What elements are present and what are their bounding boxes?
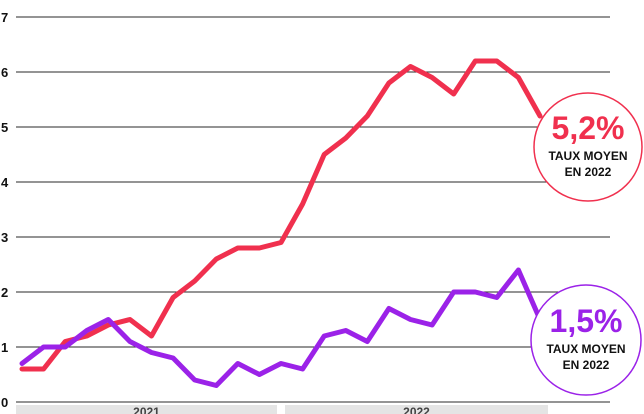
callout-circle-1 (533, 92, 643, 202)
callout-value-2: 1,5% (550, 303, 623, 339)
y-axis-ticks: 0 1 2 3 4 5 6 7 (1, 10, 9, 410)
callout-value-1: 5,2% (552, 110, 625, 146)
y-tick-label-1: 1 (1, 340, 8, 355)
series-lines (19, 58, 543, 388)
year-band-2022 (285, 405, 548, 414)
callout-label-line2-1: EN 2022 (565, 165, 612, 179)
y-tick-label-7: 7 (1, 10, 8, 25)
y-tick-label-4: 4 (1, 175, 9, 190)
callout-label-line1-1: TAUX MOYEN (548, 149, 627, 163)
series-line-1 (19, 58, 543, 372)
year-label-2022: 2022 (403, 405, 430, 414)
y-tick-label-3: 3 (1, 230, 8, 245)
series-line-2 (19, 267, 543, 388)
callout-2: 1,5% TAUX MOYEN EN 2022 (530, 284, 642, 396)
callout-label-line1-2: TAUX MOYEN (546, 342, 625, 356)
callout-1: 5,2% TAUX MOYEN EN 2022 (533, 92, 643, 202)
y-tick-label-2: 2 (1, 285, 8, 300)
gridlines (16, 16, 610, 403)
series-callouts: 5,2% TAUX MOYEN EN 2022 1,5% TAUX MOYEN EN 20… (530, 92, 643, 396)
y-tick-label-0: 0 (1, 395, 8, 410)
year-label-2021: 2021 (133, 405, 160, 414)
year-band-2021 (16, 405, 277, 414)
y-tick-label-5: 5 (1, 120, 8, 135)
x-axis-year-bands: 2021 2022 (16, 405, 548, 414)
y-tick-label-6: 6 (1, 65, 8, 80)
callout-circle-2 (530, 284, 642, 396)
callout-label-line2-2: EN 2022 (563, 358, 610, 372)
